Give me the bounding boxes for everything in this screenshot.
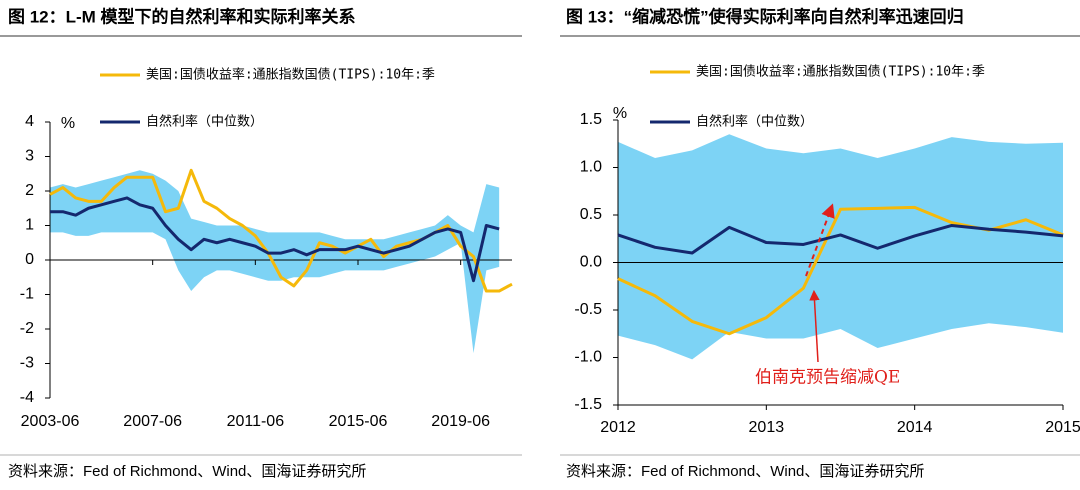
annotation: 伯南克预告缩减QE: [755, 368, 900, 388]
y-tick-label: 0.5: [580, 206, 602, 223]
x-tick-label: 2013: [749, 419, 785, 436]
source: 资料来源：Fed of Richmond、Wind、国海证券研究所: [566, 463, 924, 480]
y-tick-label: 0: [25, 251, 34, 268]
y-tick-label: -1.0: [574, 349, 602, 366]
chart-title: 图 13：“缩减恐慌”使得实际利率向自然利率迅速回归: [566, 6, 964, 26]
legend-label: 美国:国债收益率:通胀指数国债(TIPS):10年:季: [696, 64, 985, 80]
unit-label: %: [61, 115, 75, 132]
y-tick-label: 1.0: [580, 159, 602, 176]
unit-label: %: [613, 105, 627, 122]
x-tick-label: 2014: [897, 419, 933, 436]
y-tick-label: -1: [20, 286, 34, 303]
y-tick-label: -1.5: [574, 396, 602, 413]
y-tick-label: 4: [25, 113, 34, 130]
y-tick-label: 2: [25, 182, 34, 199]
x-tick-label: 2012: [600, 419, 636, 436]
x-tick-label: 2019-06: [431, 413, 490, 430]
y-tick-label: 3: [25, 148, 34, 165]
y-tick-label: 1: [25, 217, 34, 234]
legend-label: 自然利率（中位数）: [696, 114, 813, 130]
y-tick-label: 0.0: [580, 254, 602, 271]
series-line: [50, 196, 500, 283]
x-tick-label: 2003-06: [21, 413, 80, 430]
x-tick-label: 2007-06: [123, 413, 182, 430]
legend-label: 自然利率（中位数）: [146, 114, 263, 130]
y-tick-label: -4: [20, 389, 34, 406]
source: 资料来源：Fed of Richmond、Wind、国海证券研究所: [8, 463, 366, 480]
band: [618, 134, 1063, 360]
annotation-arrow: [809, 289, 820, 363]
chart-title: 图 12：L-M 模型下的自然利率和实际利率关系: [8, 6, 356, 26]
y-tick-label: 1.5: [580, 111, 602, 128]
x-tick-label: 2015-06: [329, 413, 388, 430]
series-line: [617, 223, 1064, 255]
legend-label: 美国:国债收益率:通胀指数国债(TIPS):10年:季: [146, 67, 435, 83]
y-tick-label: -0.5: [574, 301, 602, 318]
y-tick-label: -2: [20, 320, 34, 337]
band: [50, 170, 500, 354]
x-tick-label: 2015: [1045, 419, 1080, 436]
y-tick-label: -3: [20, 355, 34, 372]
x-tick-label: 2011-06: [227, 413, 285, 430]
annotation-dashed-arrow: [805, 203, 835, 277]
